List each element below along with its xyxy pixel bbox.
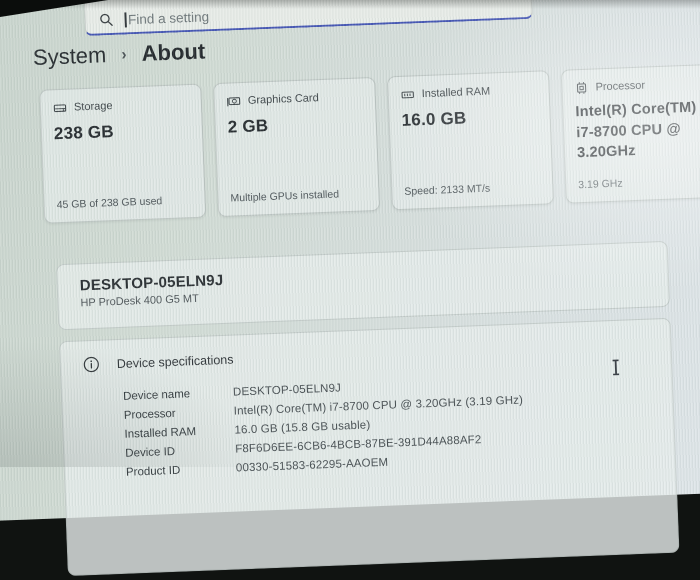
card-detail: 3.19 GHz bbox=[578, 174, 700, 191]
spec-label: Installed RAM bbox=[124, 425, 220, 441]
card-value: 2 GB bbox=[227, 112, 364, 137]
card-value: Intel(R) Core(TM) i7-8700 CPU @ 3.20GHz bbox=[575, 97, 700, 164]
card-label: Graphics Card bbox=[248, 92, 319, 107]
card-detail: Multiple GPUs installed bbox=[230, 187, 366, 204]
search-box[interactable] bbox=[84, 0, 533, 36]
device-specifications-card: Device specifications Device name DESKTO… bbox=[59, 318, 680, 576]
card-label: Storage bbox=[74, 100, 113, 113]
breadcrumb-system[interactable]: System bbox=[33, 42, 107, 71]
card-value: 238 GB bbox=[54, 119, 191, 144]
cpu-icon bbox=[574, 81, 589, 96]
ibeam-cursor bbox=[610, 359, 622, 376]
card-detail: Speed: 2133 MT/s bbox=[404, 181, 540, 198]
storage-icon bbox=[53, 101, 68, 116]
storage-card: Storage 238 GB 45 GB of 238 GB used bbox=[39, 84, 206, 224]
breadcrumb: System › About bbox=[33, 38, 206, 71]
device-name-card: DESKTOP-05ELN9J HP ProDesk 400 G5 MT bbox=[56, 241, 670, 330]
text-caret bbox=[124, 12, 126, 27]
summary-cards: Storage 238 GB 45 GB of 238 GB used Grap… bbox=[39, 64, 700, 224]
gpu-icon bbox=[227, 94, 242, 109]
chevron-right-icon: › bbox=[121, 46, 127, 64]
graphics-card: Graphics Card 2 GB Multiple GPUs install… bbox=[213, 77, 380, 217]
spec-label: Device name bbox=[123, 387, 219, 403]
ram-icon bbox=[400, 87, 415, 102]
ram-card: Installed RAM 16.0 GB Speed: 2133 MT/s bbox=[387, 70, 554, 210]
card-value: 16.0 GB bbox=[401, 106, 538, 131]
card-detail: 45 GB of 238 GB used bbox=[56, 194, 192, 211]
device-specifications-header[interactable]: Device specifications bbox=[83, 335, 649, 374]
search-input[interactable] bbox=[128, 0, 522, 27]
settings-window: System › About Storage 238 GB 45 GB of 2… bbox=[0, 0, 700, 522]
spec-label: Processor bbox=[124, 406, 220, 422]
spec-label: Device ID bbox=[125, 444, 221, 460]
specs-table: Device name DESKTOP-05ELN9J Processor In… bbox=[123, 371, 653, 479]
info-icon bbox=[83, 356, 101, 374]
card-label: Installed RAM bbox=[421, 86, 490, 101]
processor-card: Processor Intel(R) Core(TM) i7-8700 CPU … bbox=[561, 64, 700, 204]
card-label: Processor bbox=[595, 80, 645, 94]
section-title: Device specifications bbox=[117, 352, 234, 370]
spec-label: Product ID bbox=[126, 463, 222, 479]
search-icon bbox=[98, 12, 114, 28]
page-title: About bbox=[141, 38, 205, 66]
